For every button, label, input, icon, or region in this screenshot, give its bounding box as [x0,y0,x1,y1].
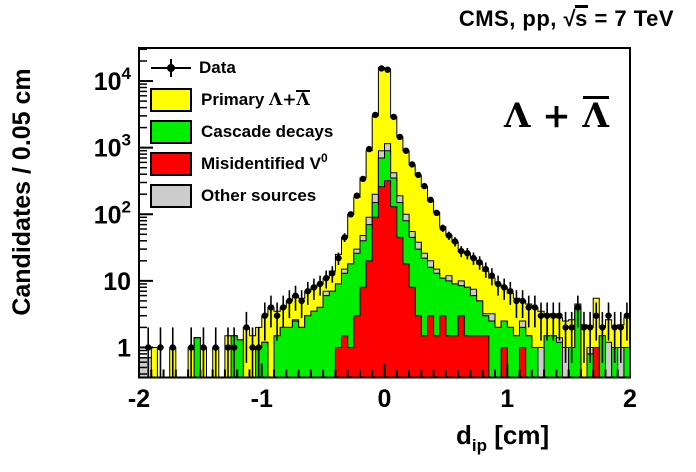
legend-row-primary: Primary Λ+Λ [150,84,333,116]
region-label: Λ + Λ [504,96,609,136]
x-label-base: d [456,420,472,450]
svg-text:103: 103 [94,131,131,163]
svg-text:2: 2 [623,385,637,413]
svg-text:0: 0 [378,385,392,413]
svg-text:1: 1 [117,335,131,363]
legend-row-data: Data [150,52,333,84]
sqrt-arg: s [575,5,588,31]
legend-label-primary: Primary Λ+Λ [201,90,310,110]
legend: Data Primary Λ+Λ Cascade decays Misident… [150,52,333,212]
legend-row-cascade: Cascade decays [150,116,333,148]
legend-row-other: Other sources [150,180,333,212]
legend-swatch-misid [150,152,192,176]
legend-swatch-primary [150,88,192,112]
legend-row-misid: Misidentified V0 [150,148,333,180]
svg-text:10: 10 [103,268,131,296]
data-marker-icon [151,59,191,77]
svg-text:-2: -2 [128,385,150,413]
title-suffix: = 7 TeV [587,6,674,31]
svg-text:102: 102 [94,197,131,229]
legend-label-cascade: Cascade decays [201,122,334,141]
legend-label-other: Other sources [201,186,317,205]
sqrt-symbol: √ [563,6,577,31]
svg-text:104: 104 [94,64,132,96]
x-label-subscript: ip [471,436,487,455]
legend-swatch-cascade [150,120,192,144]
x-axis-label: dip [cm] [456,420,550,455]
region-label-prefix: Λ + [504,96,583,136]
legend-swatch-other [150,184,192,208]
x-label-suffix: [cm] [487,420,550,450]
region-label-antilambda: Λ [582,96,609,136]
title-prefix: CMS, pp, [458,6,564,31]
svg-text:-1: -1 [251,385,273,413]
legend-label-misid: Misidentified V0 [201,151,328,173]
legend-label-data: Data [199,58,236,77]
svg-text:1: 1 [500,385,514,413]
plot-title: CMS, pp, √s = 7 TeV [459,5,674,32]
y-axis-label: Candidates / 0.05 cm [8,68,36,316]
